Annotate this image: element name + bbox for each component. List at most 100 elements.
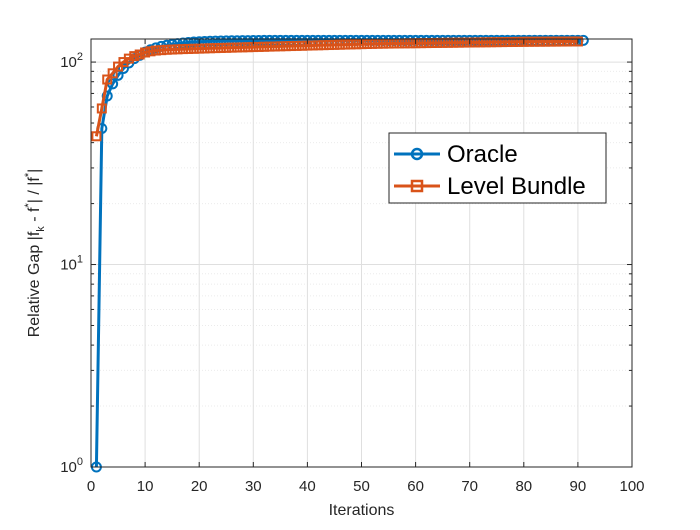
level-bundle-point — [177, 44, 188, 55]
y-tick-label: 101 — [60, 254, 83, 274]
level-bundle-point — [123, 53, 134, 64]
level-bundle-point — [237, 42, 248, 53]
level-bundle-point — [140, 47, 151, 58]
level-bundle-point — [183, 43, 194, 54]
y-tick-labels: 100 101 102 — [60, 51, 83, 476]
level-bundle-point — [275, 41, 286, 52]
level-bundle-point — [242, 42, 253, 53]
level-bundle-point — [269, 41, 280, 52]
level-bundle-point — [194, 43, 205, 54]
x-tick-label: 30 — [245, 478, 262, 495]
oracle-point — [182, 36, 194, 48]
level-bundle-point — [475, 37, 486, 48]
legend: Oracle Level Bundle — [388, 132, 607, 204]
oracle-point — [177, 37, 189, 49]
x-tick-label: 90 — [570, 478, 587, 495]
level-bundle-point — [383, 38, 394, 49]
level-bundle-point — [102, 74, 113, 85]
x-tick-label: 80 — [515, 478, 532, 495]
level-bundle-point — [107, 68, 118, 79]
oracle-point — [215, 35, 227, 47]
level-bundle-point — [361, 39, 372, 50]
level-bundle-point — [518, 36, 529, 47]
level-bundle-point — [545, 36, 556, 47]
y-axis-label: Relative Gap |fk​ - f*​| / |f*​| — [23, 169, 47, 338]
legend-level-bundle-marker — [410, 179, 424, 193]
level-bundle-point — [351, 39, 362, 50]
level-bundle-point — [480, 37, 491, 48]
level-bundle-point — [150, 45, 161, 56]
level-bundle-point — [529, 36, 540, 47]
level-bundle-point — [129, 51, 140, 62]
level-bundle-point — [329, 39, 340, 50]
level-bundle-point — [291, 40, 302, 51]
level-bundle-point — [372, 38, 383, 49]
x-tick-label: 100 — [619, 478, 644, 495]
level-bundle-point — [313, 40, 324, 51]
level-bundle-point — [318, 40, 329, 51]
level-bundle-point — [91, 131, 102, 142]
x-tick-labels: 0 10 20 30 40 50 60 70 80 90 100 — [87, 478, 645, 495]
major-gridlines — [91, 39, 632, 467]
level-bundle-point — [210, 43, 221, 54]
y-tick-label: 100 — [60, 456, 83, 476]
legend-box — [388, 132, 607, 204]
oracle-point — [577, 34, 589, 46]
level-bundle-point — [167, 44, 178, 55]
legend-level-bundle-label: Level Bundle — [447, 173, 586, 200]
level-bundle-point — [470, 37, 481, 48]
x-tick-label: 40 — [299, 478, 316, 495]
level-bundle-point — [259, 41, 270, 52]
level-bundle-point — [172, 44, 183, 55]
level-bundle-point — [551, 36, 562, 47]
level-bundle-point — [572, 36, 583, 47]
level-bundle-point — [345, 39, 356, 50]
ticks — [90, 39, 633, 468]
level-bundle-point — [513, 36, 524, 47]
level-bundle-point — [205, 43, 216, 54]
oracle-point — [236, 35, 248, 47]
oracle-point — [231, 35, 243, 47]
level-bundle-point — [491, 37, 502, 48]
level-bundle-point — [567, 36, 578, 47]
oracle-point — [204, 35, 216, 47]
oracle-point — [193, 36, 205, 48]
level-bundle-point — [134, 49, 145, 60]
level-bundle-point — [156, 45, 167, 56]
level-bundle-point — [145, 46, 156, 57]
oracle-point — [247, 35, 259, 47]
level-bundle-point — [188, 43, 199, 54]
level-bundle-point — [307, 40, 318, 51]
series-layer — [90, 34, 589, 473]
oracle-point — [220, 35, 232, 47]
level-bundle-point — [334, 39, 345, 50]
oracle-point — [264, 34, 276, 46]
level-bundle-point — [535, 36, 546, 47]
oracle-point — [209, 35, 221, 47]
x-tick-label: 50 — [353, 478, 370, 495]
oracle-point — [269, 34, 281, 46]
level-bundle-point — [286, 41, 297, 52]
level-bundle-point — [232, 42, 243, 53]
level-bundle-point — [540, 36, 551, 47]
level-bundle-point — [367, 38, 378, 49]
level-bundle-point — [497, 37, 508, 48]
level-bundle-point — [340, 39, 351, 50]
level-bundle-point — [264, 41, 275, 52]
level-bundle-point — [524, 36, 535, 47]
oracle-point — [253, 35, 265, 47]
x-tick-label: 70 — [461, 478, 478, 495]
level-bundle-point — [280, 41, 291, 52]
level-bundle-point — [221, 42, 232, 53]
legend-oracle-marker — [410, 147, 424, 161]
level-bundle-point — [215, 42, 226, 53]
oracle-point — [226, 35, 238, 47]
x-tick-label: 20 — [191, 478, 208, 495]
level-bundle-point — [296, 40, 307, 51]
oracle-point — [188, 36, 200, 48]
level-bundle-point — [507, 36, 518, 47]
level-bundle-point — [486, 37, 497, 48]
level-bundle-point — [253, 41, 264, 52]
